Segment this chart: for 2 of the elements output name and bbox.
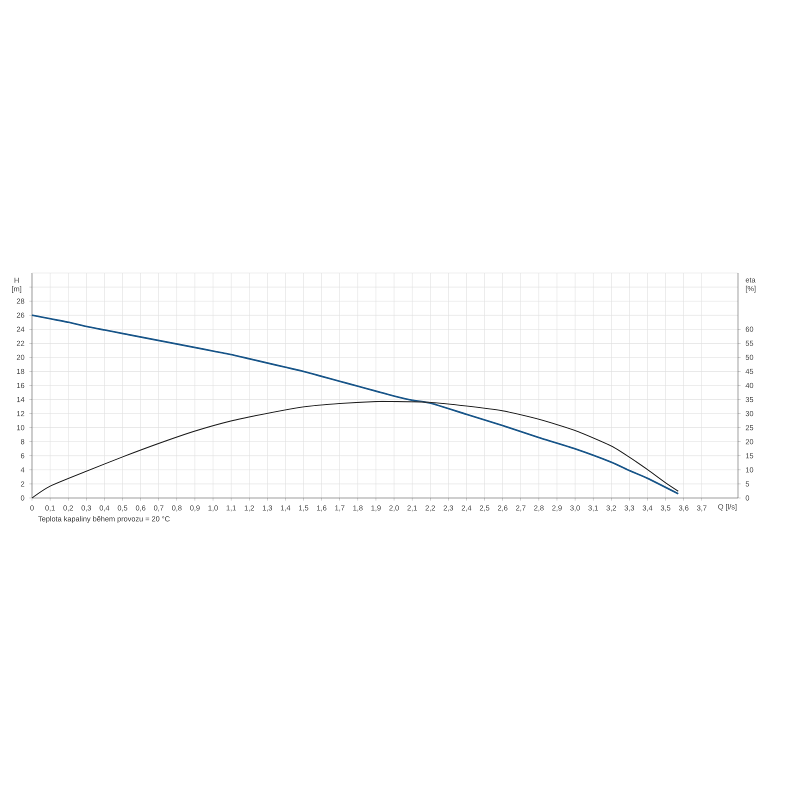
line-series [31, 314, 680, 495]
line-series [31, 400, 679, 499]
